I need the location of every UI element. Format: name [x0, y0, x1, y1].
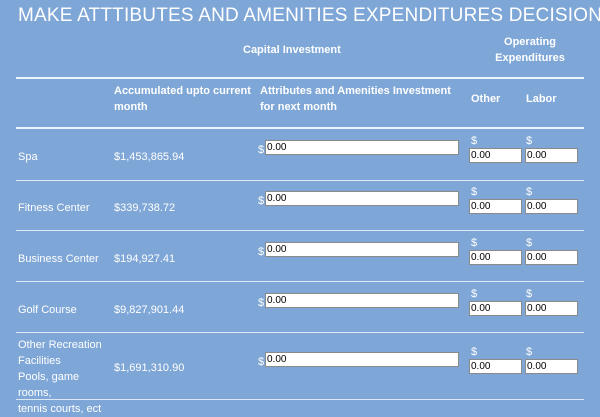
- investment-input[interactable]: [265, 140, 459, 155]
- investment-input[interactable]: [265, 293, 459, 308]
- currency-symbol: $: [258, 246, 265, 258]
- amenity-name-line: Other Recreation: [18, 339, 102, 351]
- accumulated-value: $194,927.41: [114, 253, 176, 265]
- currency-symbol: $: [526, 237, 533, 249]
- investment-column-header: Attributes and Amenities Investment for …: [260, 85, 451, 113]
- currency-symbol: $: [471, 288, 478, 300]
- other-column-header: Other: [471, 93, 501, 105]
- capital-investment-header: Capital Investment: [243, 44, 341, 56]
- amenity-name: Golf Course: [18, 304, 77, 316]
- row-divider: [16, 281, 584, 282]
- currency-symbol: $: [526, 288, 533, 300]
- currency-symbol: $: [258, 356, 265, 368]
- currency-symbol: $: [258, 144, 265, 156]
- accumulated-value: $1,453,865.94: [114, 151, 185, 163]
- currency-symbol: $: [258, 195, 265, 207]
- currency-symbol: $: [471, 186, 478, 198]
- header-divider: [16, 77, 584, 79]
- investment-input[interactable]: [265, 191, 459, 206]
- amenity-name: Business Center: [18, 253, 99, 265]
- labor-expenditure-input[interactable]: [525, 148, 578, 163]
- currency-symbol: $: [471, 135, 478, 147]
- amenity-name: Spa: [18, 151, 38, 163]
- accumulated-column-header: Accumulated upto current month: [114, 85, 251, 113]
- investment-input[interactable]: [265, 242, 459, 257]
- other-expenditure-input[interactable]: [469, 301, 522, 316]
- row-divider: [16, 230, 584, 231]
- labor-column-header: Labor: [526, 93, 557, 105]
- currency-symbol: $: [526, 346, 533, 358]
- investment-input[interactable]: [265, 352, 459, 367]
- page-title: MAKE ATTTIBUTES AND AMENITIES EXPENDITUR…: [18, 5, 600, 26]
- column-header-divider: [16, 127, 584, 129]
- currency-symbol: $: [526, 135, 533, 147]
- amenity-name: Other Recreation Facilities Pools, game …: [18, 337, 110, 417]
- accumulated-value: $1,691,310.90: [114, 362, 185, 374]
- other-expenditure-input[interactable]: [469, 199, 522, 214]
- row-divider: [16, 332, 584, 333]
- row-divider: [16, 180, 584, 181]
- row-divider: [16, 399, 584, 400]
- other-expenditure-input[interactable]: [469, 250, 522, 265]
- currency-symbol: $: [526, 186, 533, 198]
- operating-expenditures-header: Operating Expenditures: [495, 36, 565, 64]
- labor-expenditure-input[interactable]: [525, 301, 578, 316]
- currency-symbol: $: [258, 297, 265, 309]
- labor-expenditure-input[interactable]: [525, 250, 578, 265]
- currency-symbol: $: [471, 346, 478, 358]
- labor-expenditure-input[interactable]: [525, 199, 578, 214]
- currency-symbol: $: [471, 237, 478, 249]
- accumulated-value: $9,827,901.44: [114, 304, 185, 316]
- amenity-name-line: tennis courts, ect: [18, 403, 102, 415]
- amenity-name-line: Pools, game rooms,: [18, 371, 80, 399]
- other-expenditure-input[interactable]: [469, 148, 522, 163]
- amenity-name: Fitness Center: [18, 202, 90, 214]
- other-expenditure-input[interactable]: [469, 359, 522, 374]
- accumulated-value: $339,738.72: [114, 202, 176, 214]
- amenity-name-line: Facilities: [18, 355, 61, 367]
- labor-expenditure-input[interactable]: [525, 359, 578, 374]
